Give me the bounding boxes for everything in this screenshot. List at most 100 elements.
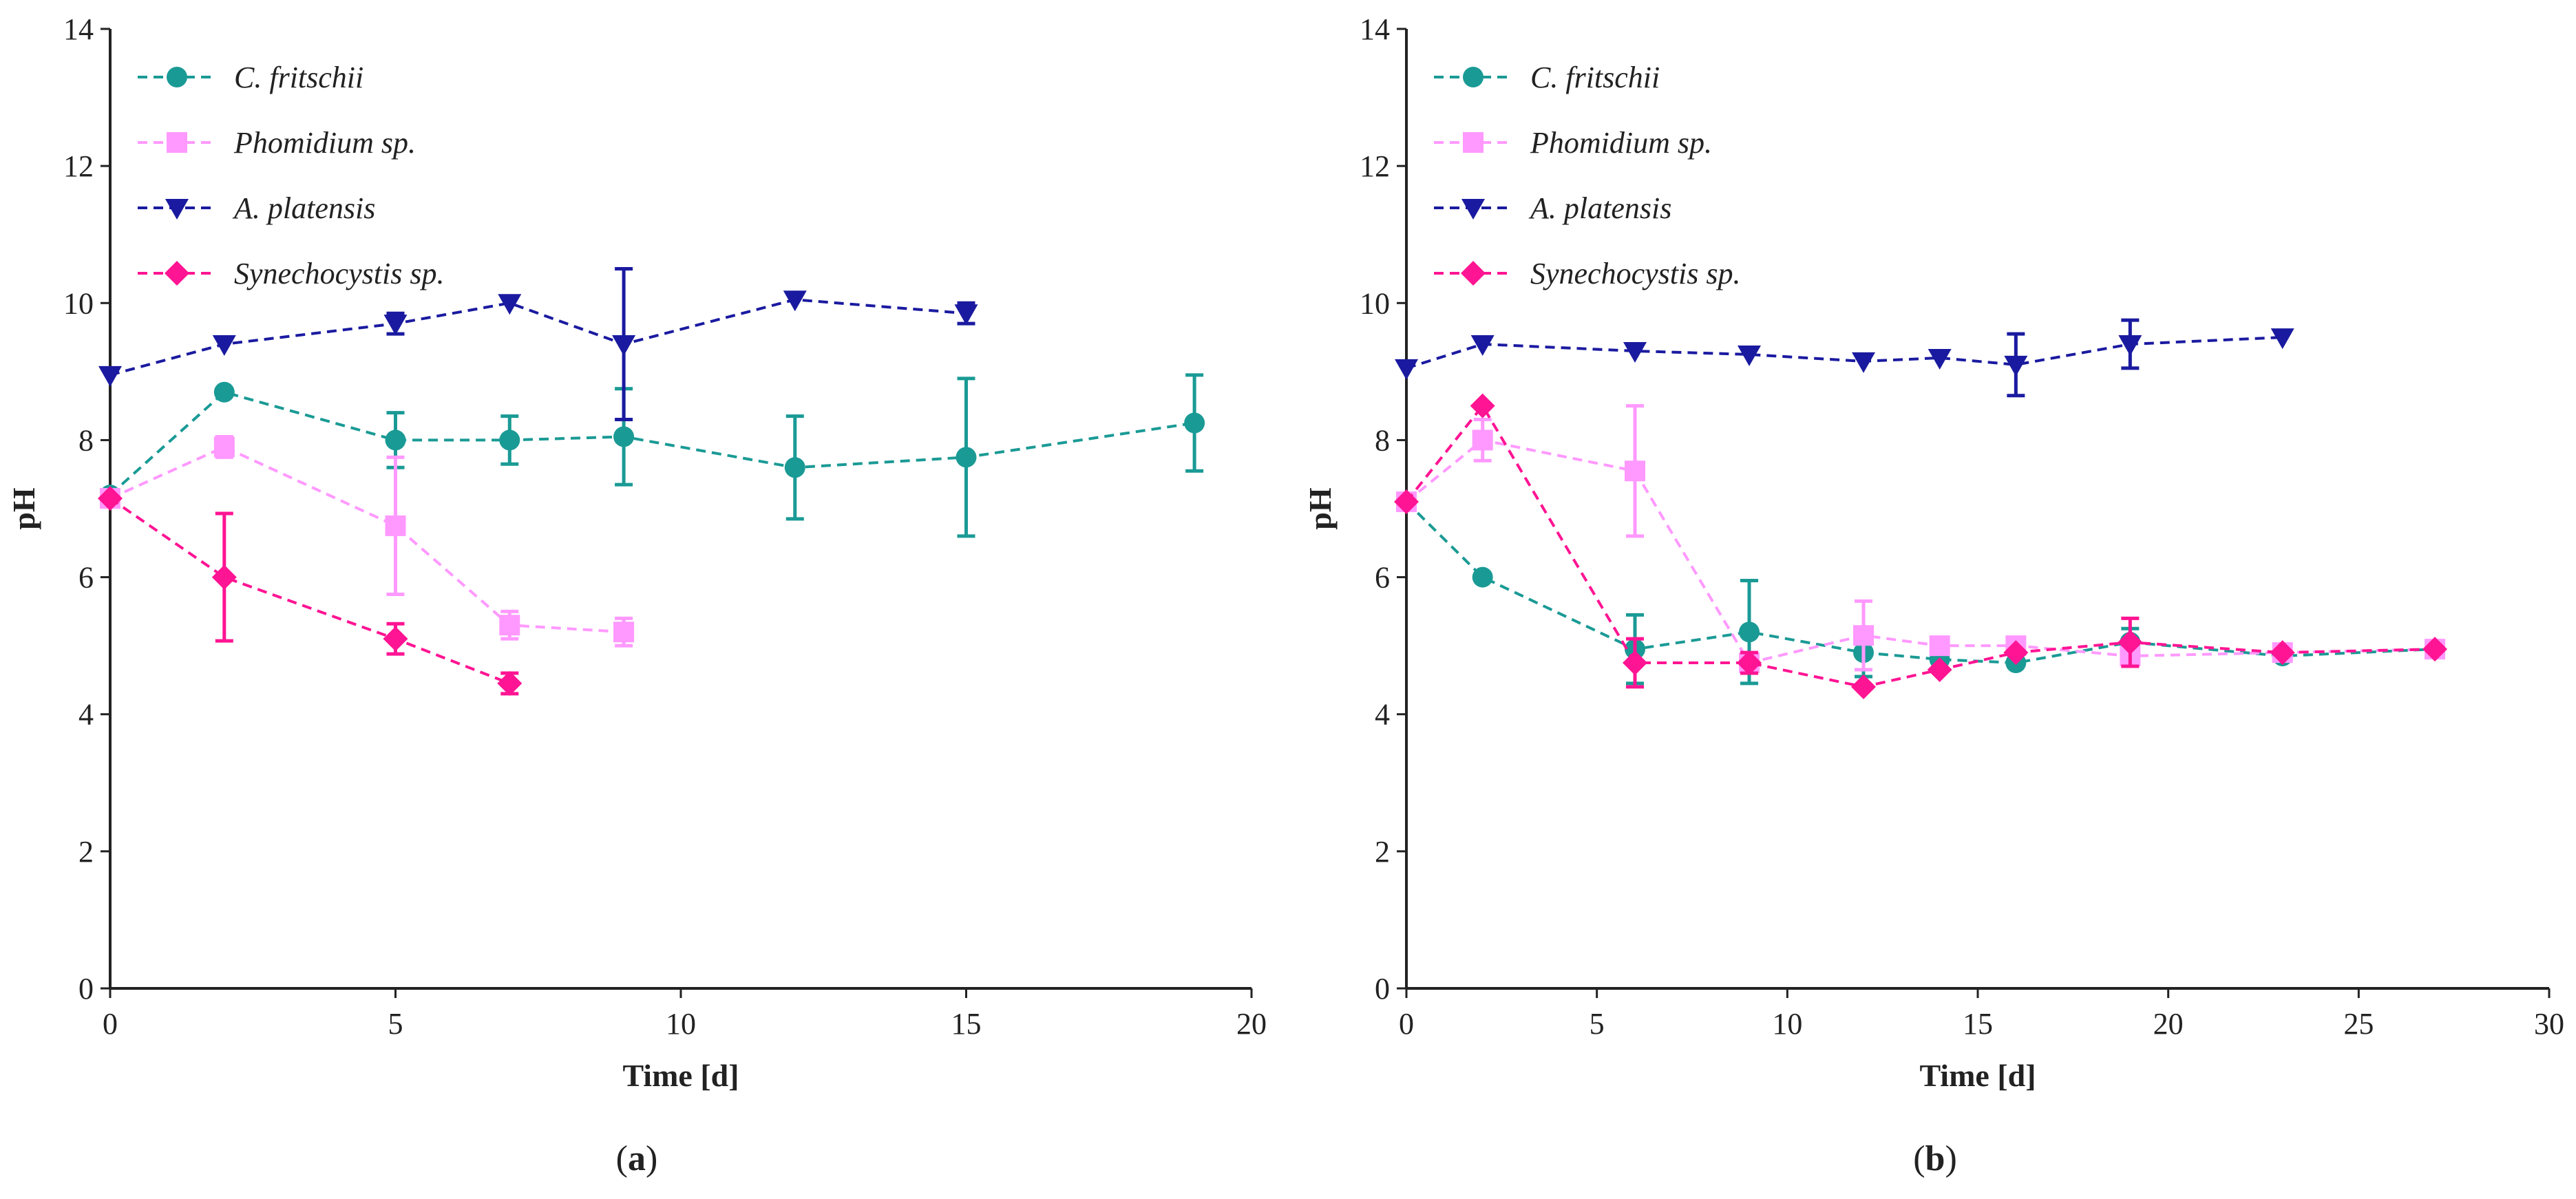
panel-b-y-tick-label-10: 10 [1360,286,1390,320]
panel-a-c-fritschii-point-6 [956,447,977,468]
panel-a-a-platensis-point-2 [383,315,408,336]
panel-b-synechocystis-sp-point-2 [1623,650,1647,676]
panel-a-plot-area: 0 2 4 6 8 10 12 14 0 5 10 15 20 Time [d] pH C. fritschi… [6,12,1267,1093]
panel-a-c-fritschii-point-7 [1184,412,1205,434]
panel-a-x-tick-label-15: 15 [951,1007,982,1041]
panel-a-series-a-platensis [98,267,978,422]
panel-b-x-tick-label-0: 0 [1399,1007,1414,1041]
panel-a-legend: C. fritschii Phomidium sp. A. platensis Syn… [138,61,444,290]
panel-b-legend-a-platensis-label: A. platensis [1528,191,1671,225]
panel-b-a-platensis-point-8 [2270,328,2294,350]
panel-b-caption-letter: b [1925,1139,1945,1178]
panel-a-phomidium-sp-line [109,445,624,634]
panel-b-c-fritschii-point-1 [1472,566,1493,588]
panel-a-phomidium-sp-point-3 [499,615,520,636]
panel-a-phomidium-sp-point-2 [385,515,406,536]
panel-a-y-tick-label-0: 0 [78,972,94,1006]
panel-a-x-tick-label-5: 5 [388,1007,403,1041]
panel-a-c-fritschii-point-2 [385,429,406,451]
panel-a-synechocystis-sp-point-0 [98,486,123,511]
panel-a-a-platensis-point-6 [954,304,978,326]
panel-b-a-platensis-point-2 [1623,341,1647,363]
panel-b-y-tick-label-0: 0 [1375,972,1390,1006]
panel-b-plot-area: 0 2 4 6 8 10 12 14 0 5 10 15 20 25 30 Time [d] pH C. frit… [1302,12,2564,1093]
panel-a-x-tick-label-10: 10 [666,1007,696,1041]
panel-a-a-platensis-point-0 [98,365,122,387]
panel-a-legend-synechocystis-sp-label: Synechocystis sp. [234,257,444,290]
panel-b-x-tick-label-25: 25 [2343,1007,2374,1041]
panel-a-synechocystis-sp-point-3 [497,670,522,696]
panel-b-legend-synechocystis-sp-label: Synechocystis sp. [1530,257,1740,290]
panel-a-y-axis-title: pH [6,487,41,530]
panel-b-legend-c-fritschii-marker [1463,67,1484,87]
panel-a-y-tick-label-6: 6 [78,561,94,595]
panel-b-y-tick-label-8: 8 [1375,423,1390,457]
panel-b-x-axis-title: Time [d] [1919,1058,2036,1093]
panel-b-caption-open: ( [1913,1139,1925,1178]
panel-b-a-platensis-line [1406,336,2283,370]
panel-a-x-tick-label-0: 0 [103,1007,118,1041]
panel-b-legend: C. fritschii Phomidium sp. A. platensis Syn… [1434,61,1740,290]
panel-b-synechocystis-sp-point-1 [1470,393,1495,418]
panel-a-y-tick-label-14: 14 [63,12,94,46]
panel-b-synechocystis-sp-line [1405,403,2436,688]
panel-a-caption-letter: a [628,1139,646,1178]
panel-b-series-phomidium-sp [1396,404,2445,674]
panel-a-a-platensis-point-3 [498,294,522,315]
panel-b-caption-close: ) [1945,1139,1956,1178]
panel-b-synechocystis-sp-point-5 [1927,657,1952,682]
panel-b-y-tick-label-14: 14 [1360,12,1390,46]
panel-a-caption-open: ( [616,1139,628,1178]
panel-b-phomidium-sp-point-2 [1625,460,1645,482]
panel-b-synechocystis-sp-point-7 [2118,630,2143,655]
panel-a-legend-synechocystis-sp-marker [165,261,189,286]
panel-b-c-fritschii-line [1405,500,2436,665]
panel-a-phomidium-sp-point-1 [213,436,235,458]
panel-b-caption: (b) [1913,1139,1957,1178]
panel-a-phomidium-sp-point-4 [613,622,635,643]
panel-a-legend-phomidium-sp-label: Phomidium sp. [233,126,416,160]
panel-b-a-platensis-point-3 [1738,345,1761,366]
panel-a-y-tick-label-12: 12 [63,149,94,183]
panel-b-a-platensis-point-7 [2118,335,2142,357]
panel-b-synechocystis-sp-point-6 [2003,640,2029,666]
panel-a-x-tick-label-20: 20 [1236,1007,1267,1041]
panel-a-c-fritschii-line [109,390,1195,496]
panel-b-x-tick-label-30: 30 [2534,1007,2564,1041]
panel-b-legend-phomidium-sp-marker [1463,132,1484,153]
panel-a-a-platensis-point-1 [212,335,236,357]
panel-b-y-axis-title: pH [1302,487,1338,530]
panel-a-legend-a-platensis-marker [165,199,189,220]
panel-b-a-platensis-point-4 [1852,352,1875,373]
panel-b-legend-c-fritschii-label: C. fritschii [1530,61,1660,94]
panel-b-series-synechocystis-sp [1394,393,2447,699]
panel-b-synechocystis-sp-point-9 [2422,637,2447,662]
panel-a-legend-a-platensis-label: A. platensis [232,191,375,225]
panel-a-c-fritschii-point-1 [213,381,235,403]
panel-b-y-tick-label-4: 4 [1375,698,1390,732]
panel-a-series-c-fritschii [100,373,1205,538]
panel-a-y-tick-label-10: 10 [63,286,94,320]
panel-a-synechocystis-sp-line [109,497,511,685]
panel-a-x-axis-title: Time [d] [622,1058,739,1093]
panel-a-a-platensis-point-4 [612,335,636,357]
panel-a-caption: (a) [616,1139,658,1178]
panel-b-series-a-platensis [1395,318,2294,398]
panel-b-synechocystis-sp-point-3 [1737,650,1762,676]
panel-a-y-tick-label-8: 8 [78,423,94,457]
panel-b-x-tick-label-10: 10 [1772,1007,1802,1041]
panel-a-series-synechocystis-sp [98,486,522,696]
panel-b-a-platensis-point-0 [1395,359,1418,380]
panel-b-synechocystis-sp-point-4 [1851,674,1876,699]
panel-a-c-fritschii-point-5 [784,457,805,478]
panel-b-phomidium-sp-line [1405,438,2436,665]
panel-a-c-fritschii-point-3 [499,429,520,451]
panel-a-legend-phomidium-sp-marker [167,132,187,153]
panel-b-synechocystis-sp-point-0 [1394,489,1419,515]
panel-b-c-fritschii-point-3 [1739,622,1760,643]
panel-b: 0 2 4 6 8 10 12 14 0 5 10 15 20 25 30 Time [d] pH C. frit… [1302,12,2564,1178]
panel-a-series-phomidium-sp [100,434,635,648]
panel-b-legend-phomidium-sp-label: Phomidium sp. [1530,126,1712,160]
panel-b-y-tick-label-12: 12 [1360,149,1390,183]
